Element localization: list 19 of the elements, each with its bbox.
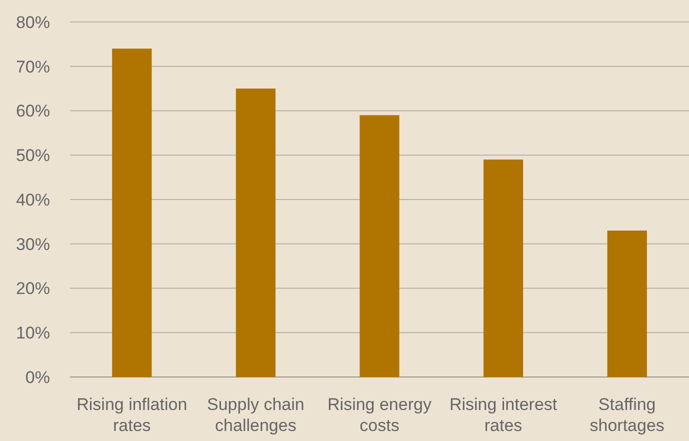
y-tick-label: 60% [16,102,50,121]
x-tick-label: Rising inflation rates [76,395,188,435]
x-tick-label: Supply chain challenges [207,395,304,435]
y-tick-label: 70% [16,57,50,76]
bar [607,230,647,377]
x-tick-label: Rising energy costs [328,395,432,435]
bar [112,48,152,377]
y-tick-label: 10% [16,324,50,343]
bar [360,115,400,377]
x-tick-label: Rising interest rates [449,395,558,435]
y-tick-label: 20% [16,279,50,298]
y-tick-label: 80% [16,12,50,32]
bar [483,160,524,377]
y-tick-label: 0% [25,368,50,387]
y-tick-label: 30% [16,234,50,254]
y-tick-label: 50% [16,146,50,166]
x-tick-label: Staffing shortages [590,395,664,435]
y-tick-label: 40% [16,190,50,210]
bar [236,88,276,377]
